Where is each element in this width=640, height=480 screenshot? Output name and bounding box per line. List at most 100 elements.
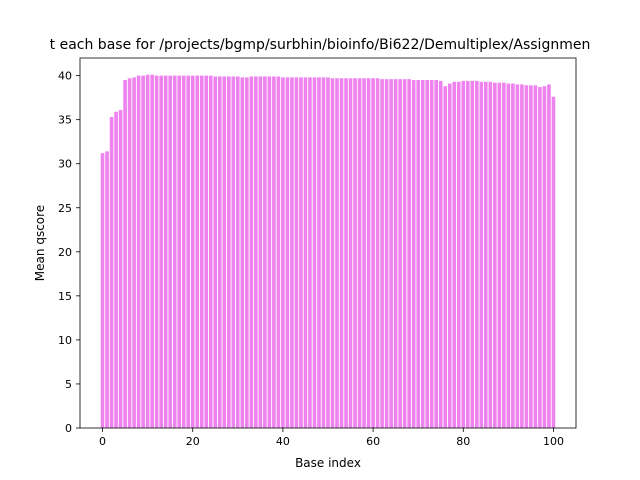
bar-75 <box>438 80 443 429</box>
bar-26 <box>217 76 222 428</box>
y-tick-label-15: 15 <box>58 290 72 303</box>
bar-29 <box>231 76 236 428</box>
chart-title: t each base for /projects/bgmp/surbhin/b… <box>50 37 591 53</box>
bar-27 <box>222 76 227 428</box>
bar-90 <box>506 83 511 429</box>
x-tick-label-40: 40 <box>276 435 290 448</box>
bar-7 <box>132 77 136 428</box>
y-tick-label-40: 40 <box>58 70 72 83</box>
bar-69 <box>411 80 416 429</box>
bar-42 <box>290 77 294 428</box>
bar-82 <box>470 80 475 429</box>
x-tick-label-80: 80 <box>456 435 470 448</box>
bar-73 <box>429 80 434 429</box>
bar-63 <box>384 79 389 428</box>
x-tick-label-60: 60 <box>366 435 380 448</box>
bar-78 <box>452 81 457 428</box>
bar-59 <box>366 78 371 428</box>
y-tick-label-5: 5 <box>65 378 72 391</box>
bar-28 <box>227 76 231 428</box>
y-tick-label-0: 0 <box>65 422 72 435</box>
bar-1 <box>105 151 109 428</box>
bar-18 <box>181 75 186 429</box>
bar-100 <box>551 96 556 428</box>
bar-14 <box>163 75 168 429</box>
bar-98 <box>542 86 547 428</box>
bar-55 <box>348 78 353 428</box>
bar-12 <box>154 75 159 429</box>
bar-44 <box>299 77 303 428</box>
bar-61 <box>375 78 380 428</box>
bar-64 <box>389 79 393 428</box>
bar-3 <box>114 111 118 429</box>
bar-84 <box>479 81 484 428</box>
bar-74 <box>434 80 439 429</box>
bar-97 <box>538 87 542 428</box>
x-tick-label-100: 100 <box>543 435 564 448</box>
bar-34 <box>254 76 258 428</box>
bar-49 <box>321 77 326 428</box>
y-tick-label-30: 30 <box>58 158 72 171</box>
bar-77 <box>447 83 452 429</box>
bar-62 <box>380 79 384 428</box>
bar-0 <box>100 153 105 428</box>
bar-86 <box>488 81 493 428</box>
bar-91 <box>511 83 515 429</box>
bar-76 <box>443 86 448 428</box>
bar-32 <box>245 77 249 428</box>
bar-24 <box>208 75 213 429</box>
bar-9 <box>141 75 145 429</box>
bar-19 <box>186 75 191 429</box>
y-axis-label: Mean qscore <box>33 205 47 281</box>
bar-47 <box>312 77 317 428</box>
bar-70 <box>416 80 420 429</box>
y-tick-label-20: 20 <box>58 246 72 259</box>
bars-group <box>100 74 556 429</box>
bar-51 <box>330 78 335 428</box>
bar-87 <box>493 82 497 429</box>
bar-6 <box>127 78 132 428</box>
bar-66 <box>398 79 402 428</box>
bar-58 <box>362 78 366 428</box>
bar-96 <box>533 85 538 428</box>
bar-23 <box>204 75 209 429</box>
y-tick-label-25: 25 <box>58 202 72 215</box>
axes-frame <box>79 57 577 429</box>
bar-13 <box>159 75 163 429</box>
bar-56 <box>353 78 357 428</box>
bar-21 <box>195 75 200 429</box>
x-tick-label-20: 20 <box>186 435 200 448</box>
bar-92 <box>515 84 520 429</box>
bar-60 <box>371 78 375 428</box>
x-axis-ticks: 0 20 40 60 80 100 <box>99 428 564 448</box>
y-tick-label-35: 35 <box>58 114 72 127</box>
bar-31 <box>240 77 245 428</box>
bar-71 <box>420 80 425 429</box>
bar-85 <box>484 81 488 428</box>
bar-65 <box>393 79 398 428</box>
bar-52 <box>335 78 339 428</box>
bar-15 <box>168 75 172 429</box>
bar-36 <box>263 76 267 428</box>
bar-33 <box>249 76 254 428</box>
bar-5 <box>123 80 127 429</box>
bar-38 <box>272 76 276 428</box>
bar-35 <box>258 76 263 428</box>
bar-94 <box>524 85 529 428</box>
bar-57 <box>357 78 362 428</box>
y-axis-ticks: 0 5 10 15 20 25 30 35 40 <box>58 70 80 435</box>
bar-41 <box>285 77 290 428</box>
bar-10 <box>145 74 150 429</box>
bar-80 <box>461 80 466 429</box>
bar-4 <box>118 109 123 428</box>
bar-93 <box>520 84 524 429</box>
bar-20 <box>190 75 195 429</box>
bar-25 <box>213 76 218 428</box>
x-tick-label-0: 0 <box>99 435 106 448</box>
bar-81 <box>465 80 470 429</box>
bar-11 <box>150 74 154 429</box>
bar-53 <box>339 78 344 428</box>
bar-46 <box>308 77 312 428</box>
bar-79 <box>456 81 461 428</box>
